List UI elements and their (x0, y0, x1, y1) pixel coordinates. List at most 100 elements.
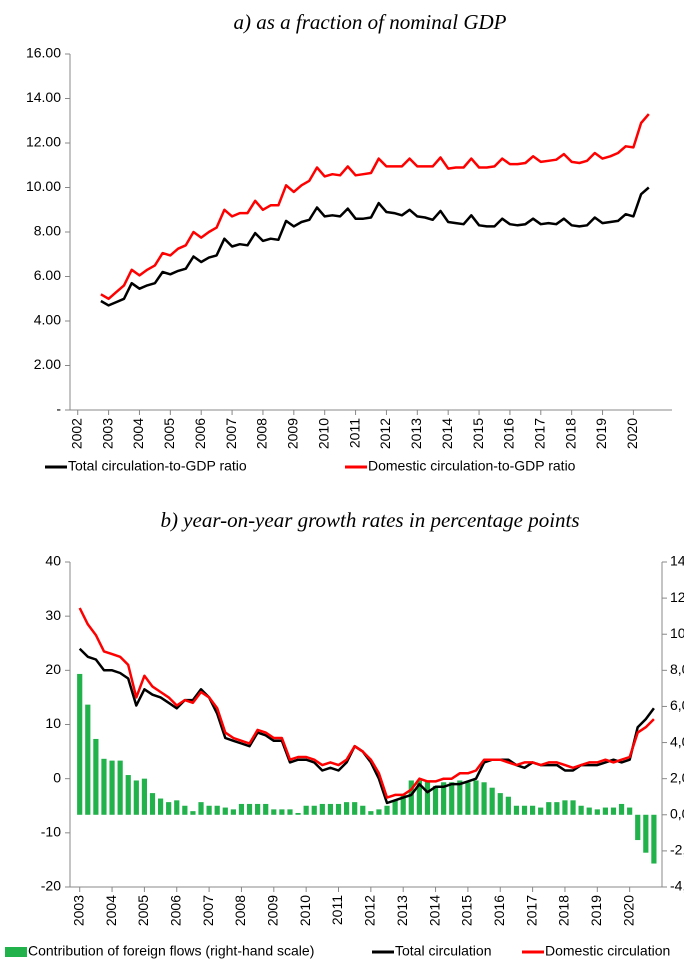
bar (279, 809, 285, 815)
bar (77, 673, 83, 815)
y-tick-label: -20 (41, 878, 61, 894)
x-tick-label: 2015 (470, 418, 486, 449)
x-tick-label: 2016 (491, 895, 507, 926)
x-tick-label: 2006 (167, 895, 183, 926)
bar (238, 803, 245, 815)
bar (263, 803, 269, 815)
bar (230, 809, 236, 815)
bar (352, 802, 358, 815)
y2-tick-label: 12,0 (670, 589, 684, 605)
bar (416, 780, 422, 815)
x-tick-label: 2002 (68, 418, 84, 449)
legend-label: Total circulation (395, 943, 492, 959)
bar (295, 812, 301, 815)
bar (190, 811, 196, 815)
bar (384, 805, 390, 815)
bar (255, 803, 261, 815)
x-tick-label: 2020 (624, 418, 640, 449)
y-tick-label: 40 (45, 553, 61, 569)
bar (449, 782, 455, 815)
legend-label: Total circulation-to-GDP ratio (68, 458, 247, 474)
bar (594, 809, 600, 815)
bar (618, 803, 625, 815)
y-tick-label: 8.00 (34, 223, 61, 239)
bar (530, 805, 536, 815)
bar (643, 814, 649, 853)
x-tick-label: 2007 (223, 418, 239, 449)
bar (327, 803, 334, 815)
x-tick-label: 2014 (426, 895, 442, 926)
bar (214, 805, 220, 815)
bar (206, 805, 212, 815)
x-tick-label: 2015 (459, 895, 475, 926)
bar (182, 805, 188, 815)
bar (149, 793, 156, 815)
bar (157, 798, 164, 815)
x-tick-label: 2017 (523, 895, 539, 926)
bar (481, 782, 487, 815)
y-tick-label: 10 (45, 715, 61, 731)
bar (174, 800, 180, 815)
x-tick-label: 2006 (192, 418, 208, 449)
bar (635, 814, 641, 841)
y2-tick-label: 10,0 (670, 625, 684, 641)
x-tick-label: 2010 (297, 895, 313, 926)
x-tick-label: 2014 (439, 418, 455, 449)
x-tick-label: 2012 (362, 895, 378, 926)
y-tick-label: 4.00 (34, 312, 61, 328)
y2-tick-label: 6,0 (670, 697, 684, 713)
bar (125, 775, 131, 815)
y-tick-label: - (56, 401, 61, 417)
x-tick-label: 2009 (285, 418, 301, 449)
line (78, 647, 655, 805)
x-tick-label: 2007 (200, 895, 216, 926)
chart-title: b) year-on-year growth rates in percenta… (160, 508, 579, 532)
y2-tick-label: -4,0 (670, 878, 684, 894)
bar (271, 809, 277, 815)
bar (93, 738, 99, 815)
bar (432, 785, 439, 815)
bar (376, 809, 382, 815)
x-tick-label: 2008 (254, 418, 270, 449)
bar (166, 802, 172, 815)
bar (578, 805, 584, 815)
bar (602, 807, 608, 815)
y-tick-label: 6.00 (34, 267, 61, 283)
line (78, 607, 655, 799)
x-tick-label: 2003 (99, 418, 115, 449)
bar (473, 780, 479, 815)
bar (85, 704, 91, 815)
legend-swatch (5, 947, 27, 957)
line (100, 186, 650, 307)
x-tick-label: 2019 (588, 895, 604, 926)
bar (538, 807, 544, 815)
bar (651, 814, 657, 864)
bar (109, 760, 115, 815)
bar (319, 803, 325, 815)
x-tick-label: 2005 (161, 418, 177, 449)
chart-title: a) as a fraction of nominal GDP (234, 10, 507, 34)
y2-tick-label: 2,0 (670, 769, 684, 785)
bar (497, 793, 503, 815)
bar (489, 787, 495, 815)
bar (311, 805, 317, 815)
bar (610, 807, 617, 815)
legend-label: Domestic circulation (545, 943, 670, 959)
x-tick-label: 2011 (346, 418, 362, 448)
y2-tick-label: 8,0 (670, 661, 684, 677)
y-tick-label: 14.00 (26, 89, 61, 105)
bar (117, 760, 123, 815)
y2-tick-label: 0,0 (670, 805, 684, 821)
bar (368, 811, 374, 815)
x-tick-label: 2013 (408, 418, 424, 449)
x-tick-label: 2018 (562, 418, 578, 449)
bar (457, 780, 463, 815)
bar (400, 794, 406, 815)
bar (198, 802, 204, 815)
y-tick-label: -10 (41, 824, 61, 840)
y2-tick-label: 14,0 (670, 553, 684, 569)
bar (222, 807, 228, 815)
bar (101, 758, 107, 815)
x-tick-label: 2020 (620, 895, 636, 926)
